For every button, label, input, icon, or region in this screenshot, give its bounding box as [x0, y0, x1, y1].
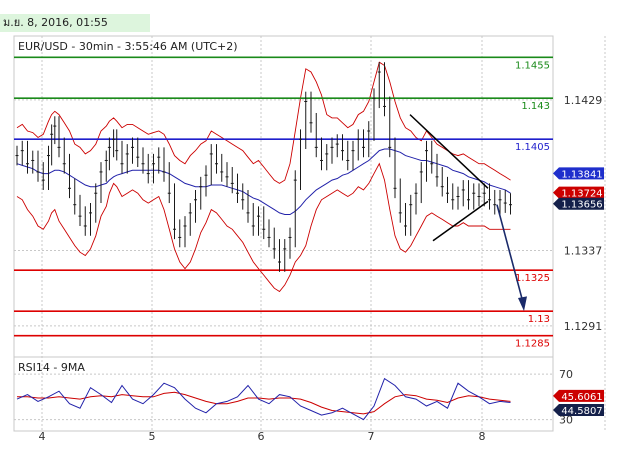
pattern-annotations	[409, 114, 527, 312]
x-tick-label: 8	[479, 430, 486, 443]
grid	[14, 36, 606, 431]
price-tag-current	[553, 197, 604, 210]
trendline-lower	[432, 200, 489, 242]
rsi-title: RSI14 - 9MA	[18, 361, 85, 374]
x-tick-label: 7	[368, 430, 375, 443]
level-label: 1.1455	[515, 60, 550, 71]
rsi-tick-label: 70	[559, 368, 573, 381]
price-tag-label: 1.13656	[561, 200, 602, 211]
horizontal-levels: 1.1455 1.143 1.1405 1.1325 1.13 1.1285	[14, 56, 553, 350]
level-label: 1.1325	[515, 273, 550, 284]
rsi-ma-line	[17, 391, 511, 415]
timestamp-label: ม.ย. 8, 2016, 01:55	[0, 14, 150, 32]
level-label: 1.13	[528, 314, 550, 325]
y-tick-label: 1.1429	[564, 94, 603, 107]
rsi-tag-red	[553, 389, 604, 402]
rsi-tick-label: 30	[559, 414, 573, 427]
top-bar: ม.ย. 8, 2016, 01:55	[0, 0, 620, 34]
chart-title: EUR/USD - 30min - 3:55:46 AM (UTC+2)	[18, 40, 238, 53]
x-tick-label: 5	[149, 430, 156, 443]
axes: 4 5 6 7 81.14291.13371.12911.138411.137241.1…	[39, 94, 604, 443]
y-tick-label: 1.1291	[564, 320, 603, 333]
x-tick-label: 4	[39, 430, 46, 443]
price-tag-red	[553, 186, 604, 199]
rsi-tag-label: 45.6061	[561, 392, 602, 403]
bollinger-lower-line	[16, 162, 511, 293]
y-tick-label: 1.1337	[564, 245, 603, 258]
forecast-arrow-head	[518, 296, 527, 312]
rsi-panel	[14, 373, 553, 421]
price-tag-blue	[553, 167, 604, 180]
price-tag-label: 1.13724	[561, 189, 602, 200]
rsi-tag-current	[553, 404, 604, 417]
level-label: 1.1405	[515, 142, 550, 153]
price-tag-label: 1.13841	[561, 169, 602, 180]
rsi-tag-label: 44.5807	[561, 406, 602, 417]
chart-frame	[13, 35, 554, 432]
x-tick-label: 6	[258, 430, 265, 443]
forecast-arrow-shaft	[496, 204, 525, 307]
level-label: 1.1285	[515, 339, 550, 350]
trendline-upper	[409, 114, 489, 189]
level-label: 1.143	[521, 101, 550, 112]
rsi-line	[16, 377, 511, 421]
price-series	[15, 62, 512, 272]
